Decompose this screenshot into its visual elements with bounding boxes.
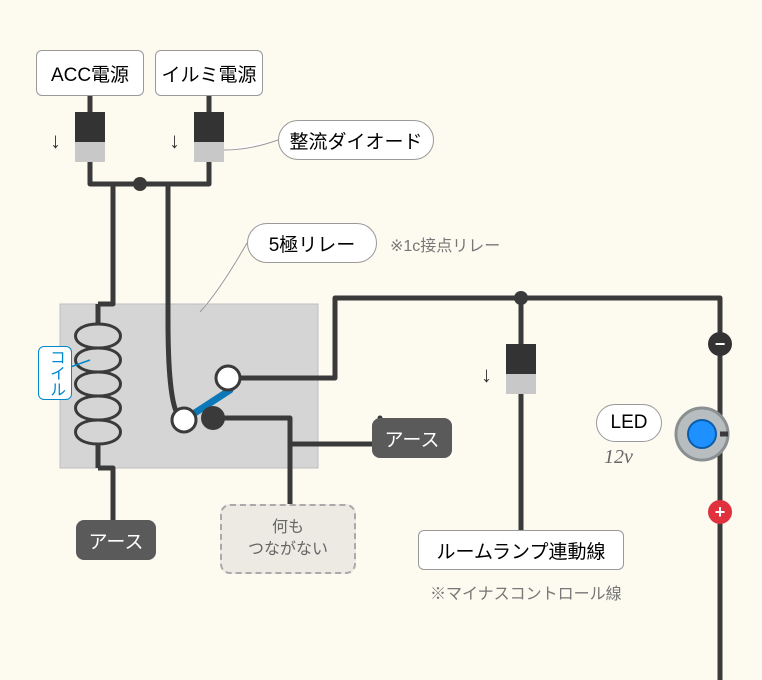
ground-2: アース xyxy=(372,418,452,458)
arrow-2: ↓ xyxy=(169,128,180,154)
arrow-1: ↓ xyxy=(50,128,61,154)
illumi-power-box: イルミ電源 xyxy=(155,50,263,96)
led-label: LED xyxy=(611,412,648,434)
coil-label: コイル xyxy=(38,346,72,400)
ground-1-label: アース xyxy=(89,527,144,554)
arrow-3: ↓ xyxy=(481,362,492,388)
svg-text:+: + xyxy=(715,502,726,522)
led-pill: LED xyxy=(596,404,662,442)
ground-1: アース xyxy=(76,520,156,560)
relay-label: 5極リレー xyxy=(269,230,356,257)
diode-3 xyxy=(506,344,536,394)
nothing-l2: つながない xyxy=(248,541,328,558)
relay-note: ※1c接点リレー xyxy=(390,232,500,256)
illumi-label: イルミ電源 xyxy=(161,60,256,87)
diode-1 xyxy=(75,112,105,162)
relay-label-pill: 5極リレー xyxy=(247,223,377,263)
diagram-stage: −+ ACC電源 イルミ電源 ↓ ↓ 整流ダイオード 5極リレー ※1c接点リレ… xyxy=(0,0,762,680)
roomlamp-box: ルームランプ連動線 xyxy=(418,530,624,570)
wiring-svg: −+ xyxy=(0,0,762,680)
diode-2 xyxy=(194,112,224,162)
acc-power-box: ACC電源 xyxy=(36,50,144,96)
roomlamp-label: ルームランプ連動線 xyxy=(437,537,606,564)
roomlamp-note: ※マイナスコントロール線 xyxy=(430,580,622,604)
svg-text:−: − xyxy=(715,334,726,354)
diode-label: 整流ダイオード xyxy=(289,127,422,154)
led-volt: 12v xyxy=(604,446,633,469)
nothing-box: 何も つながない xyxy=(220,504,356,574)
nothing-l1: 何も xyxy=(272,519,304,536)
acc-label: ACC電源 xyxy=(51,60,129,87)
ground-2-label: アース xyxy=(385,425,440,452)
diode-label-pill: 整流ダイオード xyxy=(278,120,434,160)
